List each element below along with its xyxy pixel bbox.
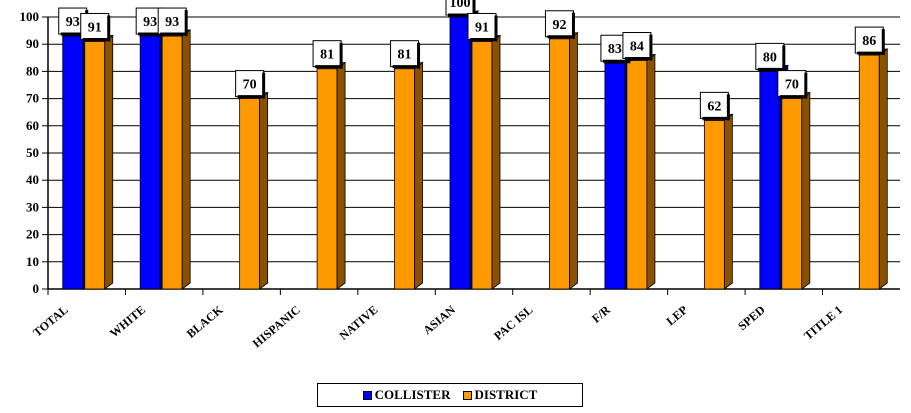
- svg-text:92: 92: [552, 18, 566, 33]
- data-label: 91: [467, 12, 498, 42]
- x-tick-label: LEP: [663, 303, 690, 329]
- data-label: 81: [312, 40, 343, 69]
- bar-district: [703, 113, 734, 290]
- svg-text:81: 81: [320, 48, 334, 63]
- legend-item-collister: COLLISTER: [362, 387, 451, 403]
- svg-text:93: 93: [165, 15, 179, 30]
- y-tick-label: 80: [26, 63, 39, 78]
- data-label: 92: [544, 10, 575, 39]
- svg-text:81: 81: [398, 48, 412, 63]
- data-label: 70: [777, 70, 808, 99]
- x-tick-label: SPED: [735, 302, 768, 333]
- y-tick-label: 0: [33, 281, 40, 296]
- bar-district: [238, 91, 269, 290]
- y-tick-label: 40: [26, 172, 39, 187]
- data-label: 91: [80, 12, 111, 42]
- y-tick-label: 50: [26, 145, 39, 160]
- svg-text:84: 84: [630, 40, 644, 55]
- x-tick-label: HISPANIC: [250, 303, 303, 351]
- bar-district: [858, 48, 889, 290]
- y-tick-label: 10: [26, 254, 39, 269]
- data-label: 80: [755, 42, 786, 72]
- svg-text:83: 83: [608, 42, 622, 57]
- bar-district: [393, 61, 424, 290]
- data-label: 86: [854, 26, 885, 56]
- x-tick-label: PAC ISL: [491, 303, 535, 343]
- x-tick-label: NATIVE: [336, 303, 380, 343]
- svg-text:93: 93: [143, 15, 157, 30]
- x-tick-label: TOTAL: [30, 303, 70, 340]
- y-tick-label: 100: [20, 9, 40, 24]
- legend: COLLISTER DISTRICT: [317, 383, 583, 407]
- bar-district: [83, 34, 114, 290]
- data-label: 81: [390, 40, 421, 69]
- bar-district: [315, 61, 347, 290]
- y-tick-label: 70: [26, 91, 39, 106]
- x-tick-label: TITLE 1: [801, 303, 845, 343]
- svg-text:100: 100: [450, 0, 471, 11]
- bar-district: [160, 29, 192, 290]
- svg-text:91: 91: [475, 20, 489, 35]
- axes: 0 10 20 30 40 50 60 70 80 90 100: [20, 9, 900, 296]
- bars: [61, 10, 889, 290]
- legend-label-district: DISTRICT: [474, 387, 538, 402]
- x-tick-label: BLACK: [184, 302, 226, 341]
- y-tick-label: 60: [26, 118, 39, 133]
- svg-text:86: 86: [862, 34, 876, 49]
- category-labels: TOTAL WHITE BLACK HISPANIC NATIVE ASIAN PAC IS…: [30, 302, 845, 350]
- collister-swatch: [362, 390, 372, 400]
- x-tick-label: WHITE: [107, 303, 148, 341]
- data-labels: 93 93 100 83 80 91 93 70 81 81 91 92 84 62 70 86: [58, 0, 885, 121]
- legend-item-district: DISTRICT: [462, 387, 538, 403]
- svg-text:70: 70: [243, 78, 257, 93]
- bar-district: [548, 31, 579, 290]
- data-label: 70: [235, 70, 266, 99]
- bar-district: [625, 53, 657, 290]
- x-tick-label: ASIAN: [420, 302, 458, 337]
- data-label: 84: [622, 32, 653, 61]
- data-label: 62: [699, 91, 730, 121]
- svg-text:62: 62: [707, 99, 721, 114]
- y-tick-label: 20: [26, 227, 39, 242]
- svg-text:80: 80: [763, 50, 777, 65]
- svg-text:70: 70: [785, 78, 799, 93]
- bar-district: [780, 91, 812, 290]
- district-swatch: [462, 390, 472, 400]
- legend-label-collister: COLLISTER: [374, 387, 451, 402]
- data-label: 93: [157, 7, 188, 37]
- y-tick-label: 30: [26, 199, 39, 214]
- bar-district: [470, 34, 502, 290]
- svg-text:93: 93: [66, 15, 80, 30]
- y-tick-label: 90: [26, 36, 39, 51]
- x-tick-label: F/R: [589, 302, 613, 325]
- svg-text:91: 91: [88, 20, 102, 35]
